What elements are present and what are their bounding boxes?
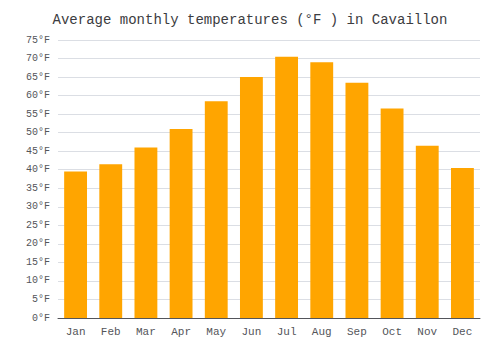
svg-text:Feb: Feb bbox=[101, 326, 121, 338]
svg-text:60°F: 60°F bbox=[26, 90, 50, 101]
svg-text:35°F: 35°F bbox=[26, 183, 50, 194]
svg-text:45°F: 45°F bbox=[26, 146, 50, 157]
svg-text:Aug: Aug bbox=[312, 326, 332, 338]
svg-text:0°F: 0°F bbox=[32, 313, 50, 324]
svg-text:5°F: 5°F bbox=[32, 294, 50, 305]
svg-text:Jun: Jun bbox=[242, 326, 262, 338]
svg-text:Jul: Jul bbox=[277, 326, 297, 338]
svg-text:40°F: 40°F bbox=[26, 164, 50, 175]
svg-text:Jan: Jan bbox=[66, 326, 86, 338]
svg-text:30°F: 30°F bbox=[26, 201, 50, 212]
svg-text:Sep: Sep bbox=[347, 326, 367, 338]
svg-text:Nov: Nov bbox=[417, 326, 437, 338]
svg-text:65°F: 65°F bbox=[26, 72, 50, 83]
svg-text:Average monthly temperatures (: Average monthly temperatures (°F ) in Ca… bbox=[53, 12, 448, 28]
svg-text:75°F: 75°F bbox=[26, 35, 50, 46]
svg-text:25°F: 25°F bbox=[26, 220, 50, 231]
svg-text:Apr: Apr bbox=[171, 326, 191, 338]
svg-text:55°F: 55°F bbox=[26, 109, 50, 120]
svg-text:Oct: Oct bbox=[382, 326, 402, 338]
svg-text:50°F: 50°F bbox=[26, 127, 50, 138]
svg-text:Dec: Dec bbox=[453, 326, 473, 338]
svg-text:70°F: 70°F bbox=[26, 53, 50, 64]
svg-text:20°F: 20°F bbox=[26, 238, 50, 249]
svg-text:Mar: Mar bbox=[136, 326, 156, 338]
svg-text:10°F: 10°F bbox=[26, 275, 50, 286]
svg-text:May: May bbox=[206, 326, 226, 338]
svg-text:15°F: 15°F bbox=[26, 257, 50, 268]
